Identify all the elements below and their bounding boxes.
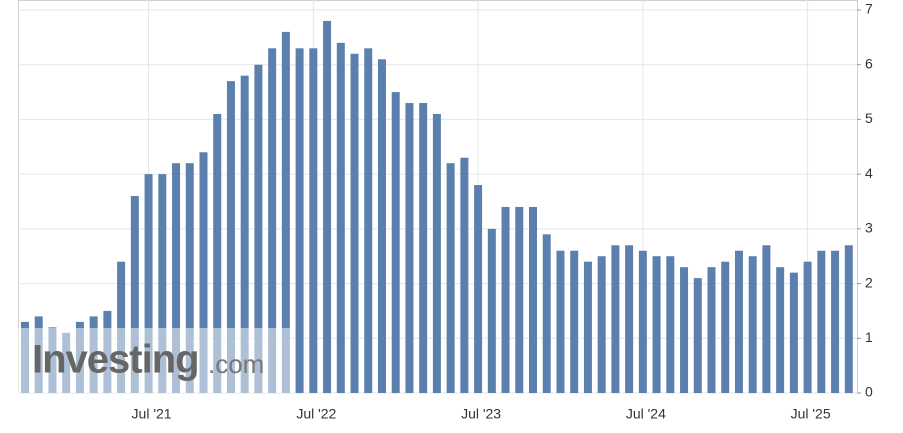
bar <box>405 103 414 393</box>
bar <box>323 20 332 393</box>
bar <box>803 261 812 393</box>
bar <box>542 234 551 393</box>
bar <box>597 256 606 393</box>
bar <box>762 245 771 393</box>
y-tick-label: 7 <box>865 1 873 17</box>
watermark-backdrop <box>18 328 290 393</box>
bar <box>652 256 661 393</box>
bar <box>350 53 359 394</box>
bar <box>254 64 263 393</box>
bar <box>377 59 386 393</box>
bar <box>487 228 496 393</box>
x-tick-label: Jul '24 <box>626 406 666 422</box>
bar <box>199 152 208 393</box>
bar <box>844 245 853 393</box>
bar <box>336 42 345 393</box>
bar <box>172 163 181 393</box>
bar <box>185 163 194 393</box>
bar <box>570 250 579 393</box>
bar <box>158 174 167 393</box>
bar <box>611 245 620 393</box>
bar <box>817 250 826 393</box>
bar <box>130 196 139 393</box>
bar <box>638 250 647 393</box>
watermark-brand: Investing <box>32 338 199 382</box>
x-tick-label: Jul '22 <box>296 406 336 422</box>
bar <box>748 256 757 393</box>
bar <box>419 103 428 393</box>
watermark-suffix: .com <box>208 349 264 379</box>
y-tick-label: 0 <box>865 384 873 400</box>
y-tick-label: 2 <box>865 274 873 290</box>
bar <box>831 250 840 393</box>
x-tick-label: Jul '25 <box>791 406 831 422</box>
bar <box>625 245 634 393</box>
bar <box>240 75 249 394</box>
x-tick-label: Jul '23 <box>461 406 501 422</box>
bar <box>529 206 538 393</box>
y-tick-label: 4 <box>865 165 873 181</box>
bar <box>693 278 702 393</box>
bar <box>446 163 455 393</box>
bar <box>583 261 592 393</box>
y-tick-label: 5 <box>865 110 873 126</box>
bar <box>721 261 730 393</box>
bar <box>391 92 400 394</box>
bar <box>268 48 277 394</box>
bar <box>295 48 304 394</box>
y-tick-label: 6 <box>865 55 873 71</box>
bar <box>117 261 126 393</box>
bar <box>364 48 373 394</box>
bar <box>309 48 318 394</box>
bar <box>474 185 483 393</box>
watermark: Investing .com <box>18 328 290 393</box>
bar <box>680 267 689 393</box>
bar <box>432 113 441 393</box>
x-tick-label: Jul '21 <box>132 406 172 422</box>
bar <box>213 113 222 393</box>
bar <box>501 206 510 393</box>
bar <box>281 31 290 394</box>
bar <box>734 250 743 393</box>
bar <box>144 174 153 393</box>
bar <box>707 267 716 393</box>
bar <box>666 256 675 393</box>
y-tick-label: 1 <box>865 329 873 345</box>
y-tick-label: 3 <box>865 220 873 236</box>
bar <box>556 250 565 393</box>
bar <box>789 272 798 393</box>
bar <box>460 157 469 393</box>
bar <box>226 81 235 393</box>
bar <box>515 206 524 393</box>
bar <box>776 267 785 393</box>
